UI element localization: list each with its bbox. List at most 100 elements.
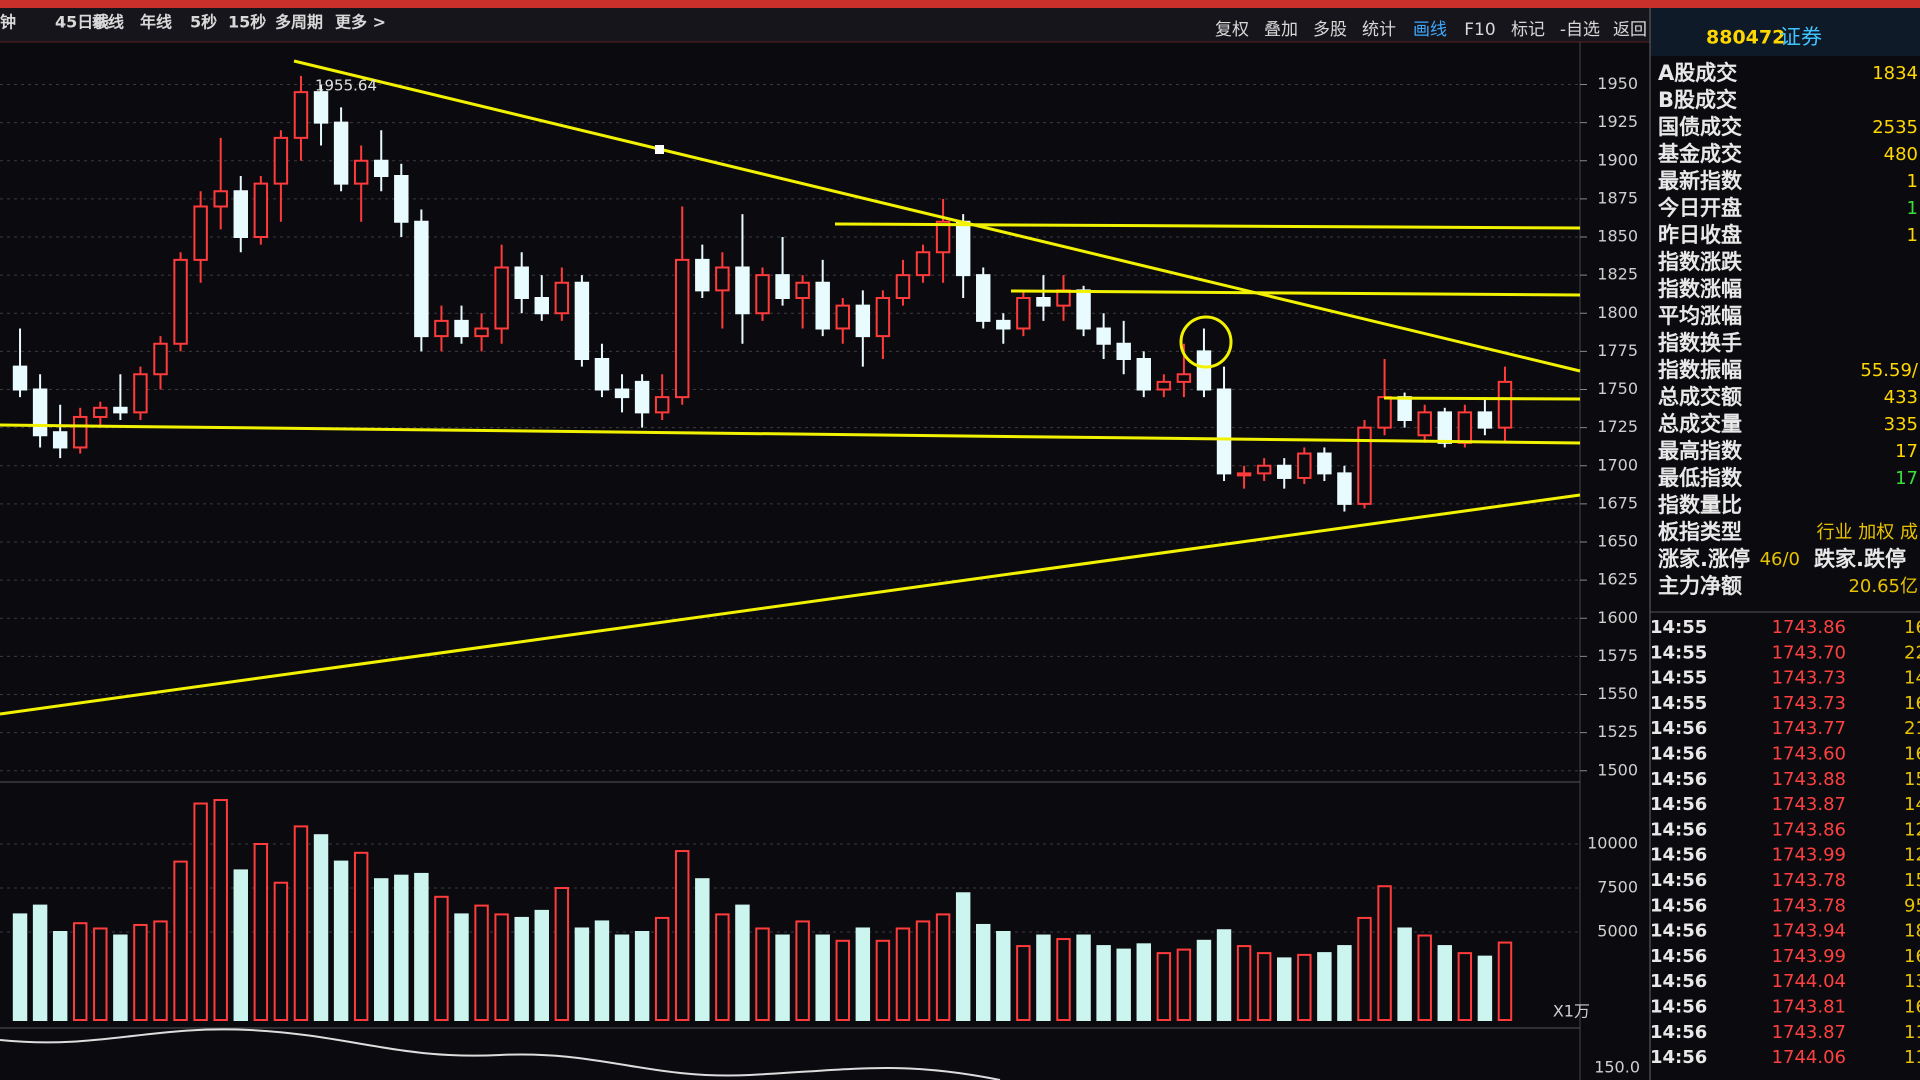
volume-bar bbox=[1196, 939, 1212, 1021]
candle-body bbox=[1397, 396, 1412, 421]
volume-bar bbox=[695, 878, 710, 1022]
volume-bar bbox=[293, 825, 309, 1022]
tick-price: 1743.88 bbox=[1772, 769, 1846, 790]
volume-bar bbox=[32, 904, 48, 1021]
stat-label: 最高指数 bbox=[1658, 439, 1743, 463]
toolbar-button[interactable]: 画线 bbox=[1413, 20, 1447, 40]
volume-bar bbox=[675, 850, 690, 1021]
volume-bar bbox=[494, 913, 509, 1022]
toolbar-button[interactable]: 多周期 bbox=[275, 13, 323, 32]
price-chart bbox=[0, 75, 1587, 1022]
tick-price: 1744.04 bbox=[1772, 971, 1846, 992]
toolbar-button[interactable]: 5秒 bbox=[190, 13, 217, 32]
candle-body bbox=[935, 220, 951, 254]
candle-body bbox=[574, 281, 590, 360]
toolbar-button[interactable]: 钟 bbox=[0, 13, 16, 32]
tick-volume: 16 bbox=[1904, 693, 1920, 714]
tick-price: 1743.77 bbox=[1772, 718, 1846, 739]
volume-bar bbox=[895, 927, 911, 1021]
candle-body bbox=[775, 274, 790, 299]
volume-bar bbox=[955, 892, 971, 1022]
candle-body bbox=[1337, 472, 1352, 505]
candle-body bbox=[1116, 342, 1131, 360]
toolbar-button[interactable]: 标记 bbox=[1511, 20, 1545, 40]
candle-body bbox=[474, 327, 489, 338]
y-tick-label: 1675 bbox=[1597, 493, 1638, 512]
toolbar-button[interactable]: F10 bbox=[1464, 20, 1495, 40]
tick-time: 14:56 bbox=[1650, 946, 1707, 967]
stat-value: 46/0 bbox=[1760, 549, 1800, 570]
candle-body bbox=[1236, 472, 1252, 477]
volume-bar bbox=[173, 860, 188, 1021]
y-tick-label: 1775 bbox=[1597, 341, 1638, 360]
tick-time: 14:56 bbox=[1650, 997, 1707, 1018]
tick-volume: 95 bbox=[1904, 895, 1920, 916]
tick-time: 14:56 bbox=[1650, 971, 1707, 992]
volume-bar bbox=[976, 923, 991, 1022]
volume-bar bbox=[735, 904, 750, 1021]
toolbar-button[interactable]: 45日线 bbox=[55, 13, 109, 32]
candle-body bbox=[12, 365, 28, 391]
tick-volume: 21 bbox=[1904, 718, 1920, 739]
tick-volume: 14 bbox=[1904, 794, 1920, 815]
volume-bar bbox=[1277, 957, 1292, 1022]
toolbar-button[interactable]: 返回 bbox=[1613, 20, 1647, 40]
volume-bar bbox=[273, 881, 289, 1021]
y-tick-label: 1900 bbox=[1597, 150, 1638, 169]
candle-body bbox=[634, 380, 650, 414]
trend-line bbox=[834, 222, 1581, 230]
candle-body bbox=[1437, 411, 1452, 444]
candle-body bbox=[815, 281, 830, 330]
toolbar-button[interactable]: -自选 bbox=[1560, 20, 1600, 40]
candle-body bbox=[534, 297, 549, 315]
candle-body bbox=[93, 406, 108, 418]
candle-body bbox=[1477, 411, 1493, 429]
candle-body bbox=[715, 266, 730, 292]
volume-bar bbox=[594, 920, 610, 1021]
trend-line bbox=[0, 423, 1581, 445]
stat-label: 平均涨幅 bbox=[1658, 304, 1742, 328]
tick-time: 14:56 bbox=[1650, 921, 1707, 942]
volume-bar bbox=[574, 927, 590, 1021]
candle-body bbox=[1176, 373, 1192, 383]
candle-body bbox=[654, 396, 670, 414]
toolbar-button[interactable]: 统计 bbox=[1362, 20, 1396, 40]
candle-body bbox=[233, 190, 248, 238]
stat-value: 2535 bbox=[1872, 117, 1918, 138]
stat-label: 基金成交 bbox=[1658, 142, 1742, 166]
volume-bar bbox=[1076, 934, 1091, 1022]
stat-value: 20.65亿 bbox=[1848, 576, 1918, 597]
candle-body bbox=[153, 342, 168, 376]
candle-body bbox=[414, 220, 429, 338]
candle-body bbox=[1156, 380, 1172, 391]
candle-body bbox=[434, 319, 449, 338]
stat-label: 指数涨跌 bbox=[1658, 250, 1743, 274]
toolbar-button[interactable]: 季线 bbox=[91, 13, 124, 32]
trend-line bbox=[1010, 289, 1581, 297]
candle-body bbox=[996, 319, 1011, 330]
toolbar-button[interactable]: 复权 bbox=[1215, 20, 1249, 40]
tick-price: 1744.06 bbox=[1772, 1047, 1846, 1068]
y-tick-label: 1525 bbox=[1597, 722, 1638, 741]
toolbar-button[interactable]: 叠加 bbox=[1264, 20, 1298, 40]
volume-bar bbox=[1136, 943, 1151, 1022]
volume-bar bbox=[12, 913, 28, 1022]
tick-time: 14:55 bbox=[1650, 617, 1707, 638]
volume-bar bbox=[795, 920, 810, 1021]
stat-label: 指数涨幅 bbox=[1658, 277, 1742, 301]
toolbar-button[interactable]: 15秒 bbox=[228, 13, 266, 32]
candle-body bbox=[1377, 396, 1392, 429]
y-tick-label: 1650 bbox=[1597, 532, 1638, 551]
tick-time: 14:55 bbox=[1650, 693, 1707, 714]
stat-label: 板指类型 bbox=[1658, 520, 1742, 544]
tick-price: 1743.86 bbox=[1772, 819, 1846, 840]
toolbar-button[interactable]: 年线 bbox=[140, 13, 172, 32]
toolbar-button[interactable]: 更多 > bbox=[335, 13, 386, 32]
toolbar-button[interactable]: 多股 bbox=[1313, 20, 1347, 40]
y-tick-label: 1575 bbox=[1597, 646, 1638, 665]
volume-bar bbox=[233, 869, 248, 1022]
stat-value: 1 bbox=[1907, 225, 1918, 246]
stat-value: 55.59/ bbox=[1860, 360, 1919, 381]
tick-volume: 16 bbox=[1904, 997, 1920, 1018]
